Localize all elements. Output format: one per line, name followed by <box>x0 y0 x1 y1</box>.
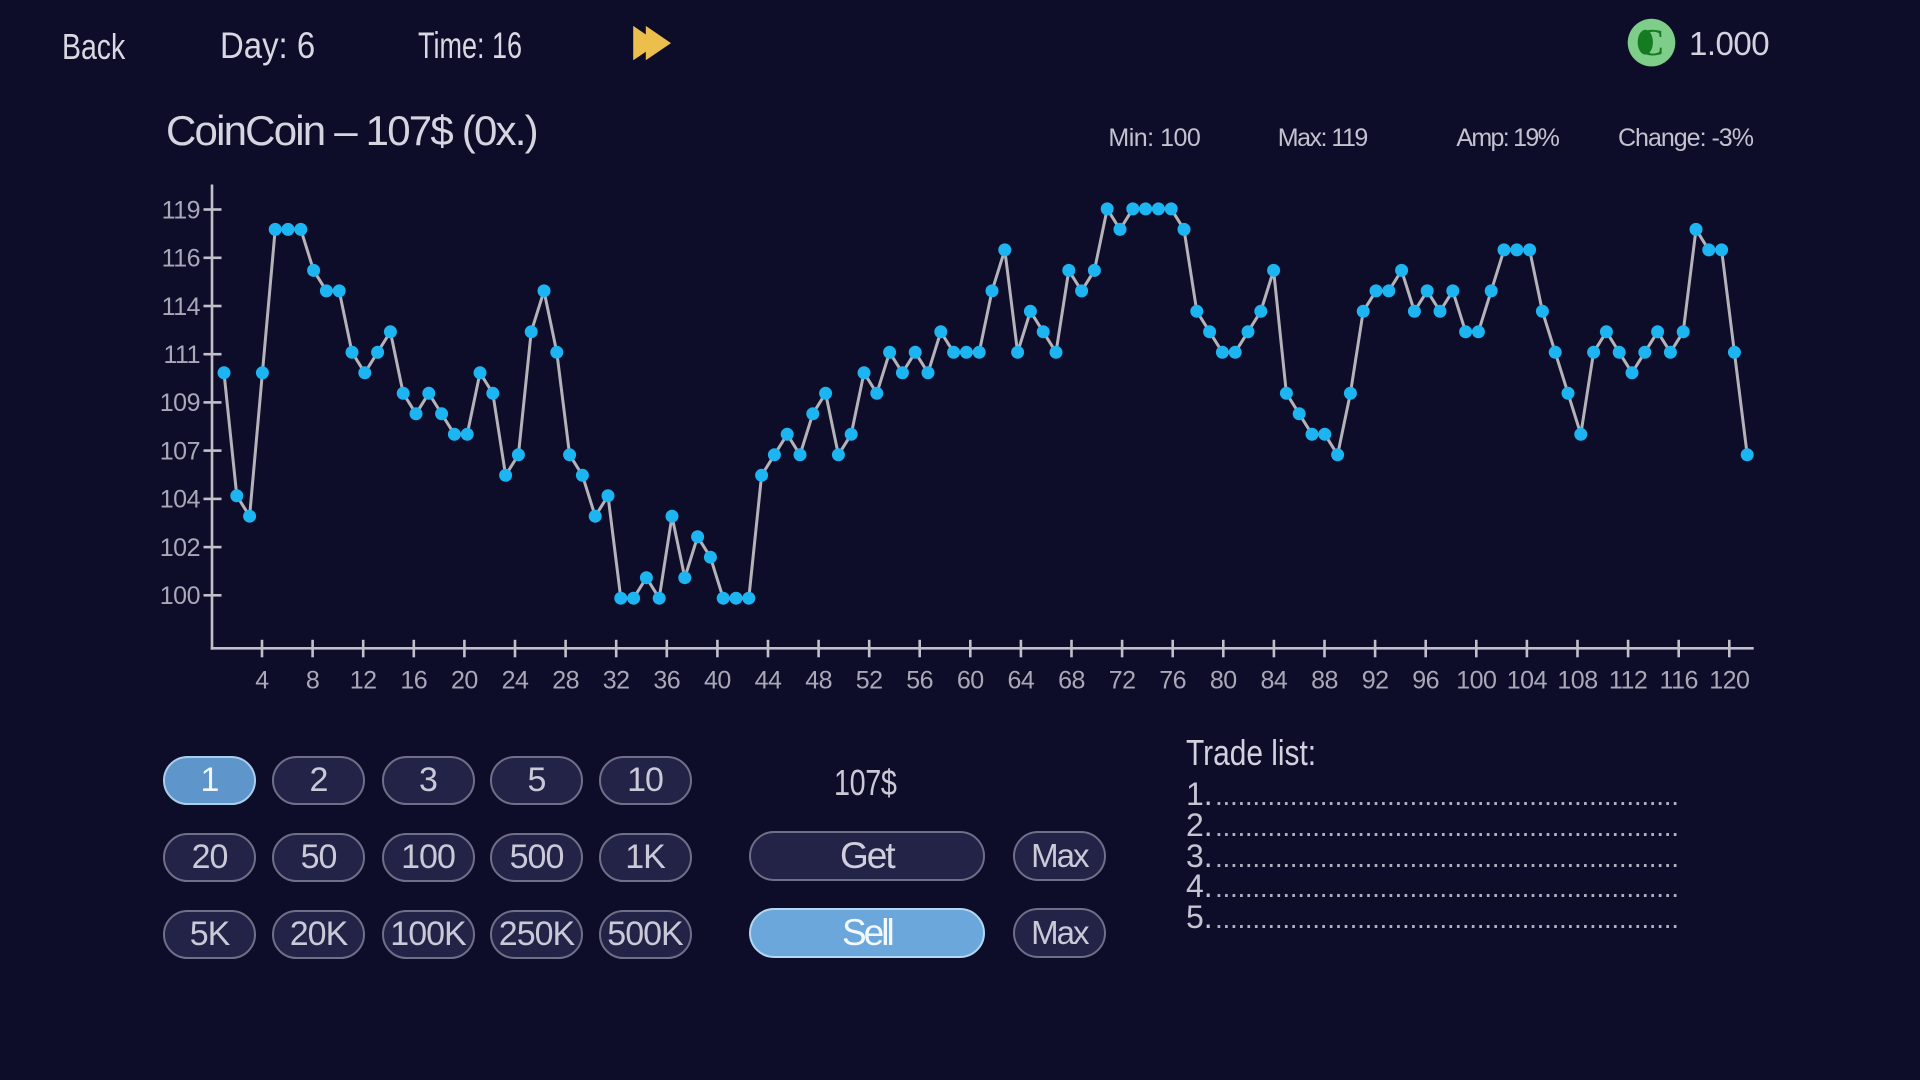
svg-text:104: 104 <box>1507 667 1548 695</box>
svg-text:116: 116 <box>162 245 200 273</box>
svg-text:100: 100 <box>160 582 200 610</box>
svg-text:104: 104 <box>160 486 201 514</box>
svg-text:84: 84 <box>1260 667 1287 695</box>
svg-text:28: 28 <box>552 667 579 695</box>
svg-text:116: 116 <box>1660 667 1698 695</box>
svg-text:48: 48 <box>805 667 832 695</box>
svg-text:96: 96 <box>1412 667 1439 695</box>
svg-text:100: 100 <box>1456 667 1496 695</box>
svg-text:24: 24 <box>502 667 529 695</box>
svg-text:112: 112 <box>1609 667 1647 695</box>
svg-text:108: 108 <box>1557 667 1597 695</box>
svg-text:119: 119 <box>162 196 200 224</box>
svg-text:76: 76 <box>1159 667 1186 695</box>
svg-text:92: 92 <box>1362 667 1389 695</box>
svg-text:8: 8 <box>306 667 319 695</box>
svg-text:56: 56 <box>906 667 933 695</box>
svg-text:64: 64 <box>1007 667 1034 695</box>
svg-text:36: 36 <box>653 667 680 695</box>
svg-text:120: 120 <box>1709 667 1749 695</box>
svg-text:16: 16 <box>400 667 427 695</box>
svg-text:107: 107 <box>160 437 200 465</box>
svg-text:80: 80 <box>1210 667 1237 695</box>
svg-text:72: 72 <box>1109 667 1136 695</box>
svg-text:60: 60 <box>957 667 984 695</box>
svg-text:88: 88 <box>1311 667 1338 695</box>
svg-text:32: 32 <box>603 667 630 695</box>
svg-text:12: 12 <box>350 667 377 695</box>
svg-text:52: 52 <box>856 667 883 695</box>
svg-text:111: 111 <box>163 341 200 369</box>
svg-text:102: 102 <box>160 534 200 562</box>
svg-text:20: 20 <box>451 667 478 695</box>
svg-text:114: 114 <box>162 293 201 321</box>
svg-text:40: 40 <box>704 667 731 695</box>
svg-text:44: 44 <box>755 667 782 695</box>
svg-text:109: 109 <box>160 389 200 417</box>
svg-text:4: 4 <box>255 667 269 695</box>
svg-text:C: C <box>1637 22 1664 64</box>
svg-text:68: 68 <box>1058 667 1085 695</box>
